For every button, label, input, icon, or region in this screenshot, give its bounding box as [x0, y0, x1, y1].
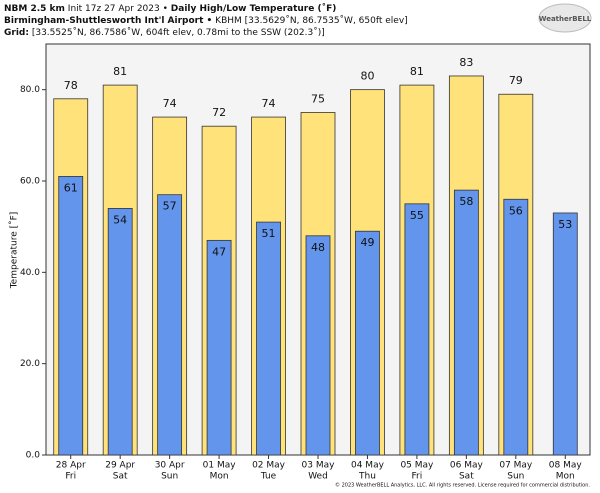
value-label: 80	[360, 70, 374, 83]
value-label: 83	[459, 56, 473, 69]
bar	[552, 212, 578, 456]
x-tick-weekday: Sat	[113, 472, 128, 482]
x-tick-weekday: Fri	[412, 472, 423, 482]
x-tick-weekday: Fri	[65, 472, 76, 482]
x-tick-weekday: Sun	[161, 472, 178, 482]
value-label: 72	[212, 106, 226, 119]
bar	[256, 221, 281, 456]
value-label: 51	[262, 227, 276, 240]
value-label: 53	[558, 218, 572, 231]
x-tick-weekday: Thu	[358, 472, 376, 482]
value-label: 54	[113, 213, 127, 226]
x-tick-weekday: Wed	[308, 472, 328, 482]
value-label: 78	[64, 79, 78, 92]
grid-label: Grid:	[4, 28, 29, 38]
value-label: 75	[311, 93, 325, 106]
y-axis-label: Temperature [˚F]	[9, 212, 20, 290]
x-tick-weekday: Sat	[459, 472, 474, 482]
value-label: 48	[311, 241, 325, 254]
init: Init 17z 27 Apr 2023 •	[68, 4, 168, 14]
value-label: 81	[410, 65, 424, 78]
header-line-2: Birmingham-Shuttlesworth Int'l Airport •…	[4, 15, 408, 26]
value-label: 74	[262, 97, 276, 110]
bar	[305, 235, 331, 456]
bar	[453, 189, 479, 456]
value-label: 61	[64, 181, 78, 194]
value-label: 58	[459, 195, 473, 208]
bar	[355, 230, 380, 456]
value-label: 81	[113, 65, 127, 78]
y-tick-label: 40.0	[20, 268, 40, 278]
value-label: 57	[163, 200, 177, 213]
x-tick-weekday: Mon	[556, 472, 575, 482]
bar	[503, 198, 529, 456]
value-label: 47	[212, 245, 226, 258]
location: Birmingham-Shuttlesworth Int'l Airport •	[4, 16, 212, 26]
logo: WeatherBELL	[539, 15, 592, 23]
x-tick-weekday: Mon	[210, 472, 229, 482]
x-tick-label: 30 Apr	[155, 461, 185, 471]
x-tick-label: 01 May	[203, 461, 237, 471]
x-tick-label: 06 May	[450, 461, 484, 471]
y-tick-label: 80.0	[20, 85, 40, 95]
footer: © 2023 WeatherBELL Analytics, LLC. All r…	[335, 482, 590, 489]
logo-badge	[538, 3, 592, 33]
x-tick-weekday: Sun	[507, 472, 524, 482]
model: NBM 2.5 km	[4, 4, 65, 14]
x-tick-label: 05 May	[400, 461, 434, 471]
header-line-3: Grid: [33.5525˚N, 86.7586˚W, 604ft elev,…	[4, 27, 325, 38]
bar	[157, 194, 183, 456]
x-tick-label: 07 May	[499, 461, 533, 471]
chart-title: Daily High/Low Temperature (˚F)	[171, 3, 337, 14]
x-tick-label: 04 May	[351, 461, 385, 471]
bar	[58, 176, 84, 456]
x-tick-weekday: Tue	[260, 472, 277, 482]
station: KBHM [33.5629˚N, 86.7535˚W, 650ft elev]	[215, 15, 407, 26]
x-tick-label: 08 May	[549, 461, 583, 471]
x-tick-label: 02 May	[252, 461, 286, 471]
grid-info: [33.5525˚N, 86.7586˚W, 604ft elev, 0.78m…	[32, 27, 325, 38]
bar	[404, 203, 430, 456]
header-line-1: NBM 2.5 km Init 17z 27 Apr 2023 • Daily …	[4, 3, 336, 14]
x-tick-label: 03 May	[302, 461, 336, 471]
bar	[206, 239, 232, 456]
y-tick-label: 0.0	[26, 451, 41, 461]
bar	[107, 207, 133, 456]
value-label: 74	[163, 97, 177, 110]
y-tick-label: 20.0	[20, 359, 40, 369]
value-label: 79	[509, 74, 523, 87]
y-tick-label: 60.0	[20, 177, 40, 187]
x-tick-label: 29 Apr	[105, 461, 135, 471]
value-label: 49	[360, 236, 374, 249]
value-label: 55	[410, 209, 424, 222]
x-tick-label: 28 Apr	[56, 461, 86, 471]
value-label: 56	[509, 204, 523, 217]
